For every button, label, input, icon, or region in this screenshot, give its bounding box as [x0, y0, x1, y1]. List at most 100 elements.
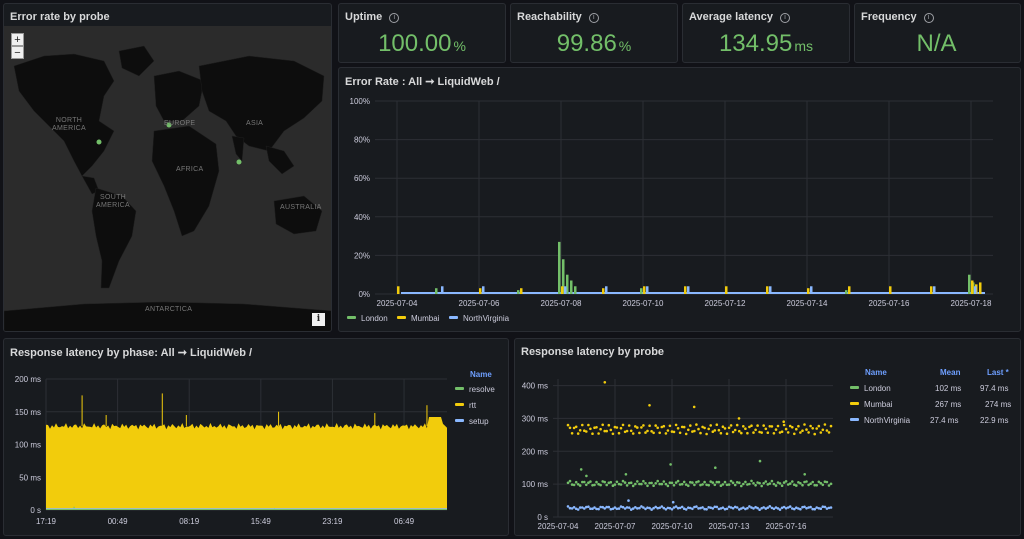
point-mumbai [576, 432, 580, 435]
legend-header-name[interactable]: Name [470, 370, 492, 379]
point-northvirginia [823, 505, 827, 509]
info-icon[interactable]: i [389, 13, 400, 23]
legend-row-mumbai[interactable]: Mumbai [850, 400, 892, 409]
legend-last-london: 97.4 ms [980, 384, 1009, 393]
point-mumbai [705, 432, 708, 436]
point-london [713, 483, 717, 487]
point-mumbai [636, 426, 639, 429]
legend-row-northvirginia[interactable]: NorthVirginia [850, 416, 910, 425]
legend-setup[interactable]: setup [455, 417, 489, 426]
bar-london [558, 241, 561, 294]
bar-mumbai [930, 286, 933, 294]
point-mumbai [805, 428, 808, 431]
point-mumbai [764, 427, 768, 431]
map-label-australia: AUSTRALIA [280, 204, 322, 211]
y-tick-label: 300 ms [522, 414, 548, 423]
point-mumbai [725, 432, 729, 435]
point-london [654, 482, 657, 485]
y-tick-label: 0% [358, 290, 370, 299]
legend-header-mean[interactable]: Mean [940, 368, 961, 377]
bar-london [570, 280, 573, 294]
point-mumbai [607, 423, 611, 427]
legend-header-name[interactable]: Name [865, 368, 887, 377]
point-northvirginia [752, 507, 755, 510]
legend-mumbai[interactable]: Mumbai [397, 314, 439, 323]
point-northvirginia [709, 506, 712, 509]
point-northvirginia [689, 506, 692, 510]
point-mumbai [603, 429, 606, 433]
point-northvirginia [717, 507, 721, 511]
point-london [656, 479, 659, 483]
point-london [629, 481, 633, 484]
point-northvirginia [668, 506, 672, 510]
y-tick-label: 200 ms [15, 375, 41, 384]
stat-title: Average latency [689, 11, 773, 23]
map-zoom-in-button[interactable]: + [11, 33, 24, 46]
point-northvirginia [652, 506, 655, 510]
point-london [707, 483, 710, 487]
point-northvirginia [623, 507, 627, 510]
legend-resolve[interactable]: resolve [455, 385, 495, 394]
point-northvirginia [711, 507, 715, 510]
latency-phase-chart[interactable]: 0 s 50 ms 100 ms 150 ms 200 ms 17:19 00:49 08:1… [4, 339, 509, 536]
point-mumbai [801, 429, 804, 432]
map-zoom-out-button[interactable]: − [11, 46, 24, 59]
point-northvirginia [589, 507, 592, 510]
point-london [668, 481, 672, 484]
point-london [752, 482, 755, 485]
point-london [829, 482, 833, 486]
point-london [823, 480, 827, 483]
legend-row-london[interactable]: London [850, 384, 891, 393]
point-mumbai [680, 425, 684, 429]
point-london [740, 484, 743, 488]
probe-marker-london[interactable] [166, 122, 172, 128]
legend-swatch [455, 419, 464, 422]
point-mumbai [703, 426, 706, 430]
info-icon[interactable]: i [779, 13, 790, 23]
point-london [678, 483, 682, 486]
point-london [744, 480, 747, 484]
x-tick-label: 23:19 [322, 517, 343, 526]
point-mumbai [589, 427, 592, 431]
outlier-mumbai [737, 417, 741, 420]
latency-phase-title: Response latency by phase: All ➞ LiquidW… [10, 347, 253, 359]
point-mumbai [738, 429, 741, 433]
info-icon[interactable]: i [923, 13, 934, 23]
latency-probe-chart[interactable]: 0 s 100 ms 200 ms 300 ms 400 ms 2025-07-04 202… [515, 339, 1021, 536]
info-icon[interactable]: i [588, 13, 599, 23]
stat-panel-frequency: Frequency i N/A [854, 3, 1021, 63]
legend-header-last[interactable]: Last * [987, 368, 1009, 377]
probe-marker-northvirginia[interactable] [96, 139, 102, 145]
point-mumbai [829, 424, 833, 428]
error-rate-chart[interactable]: 0% 20% 40% 60% 80% 100% 2025-07-04 2025-07-06 20… [339, 68, 1021, 332]
bar-mumbai [602, 288, 605, 294]
point-mumbai [731, 430, 735, 434]
stat-value: N/A [916, 30, 957, 57]
legend-london[interactable]: London [347, 314, 388, 323]
point-mumbai [752, 431, 755, 434]
point-london [611, 484, 615, 487]
point-london [597, 482, 600, 486]
point-mumbai [642, 424, 645, 427]
probe-marker-mumbai[interactable] [236, 159, 242, 165]
point-mumbai [819, 431, 823, 434]
point-mumbai [782, 423, 786, 427]
point-mumbai [760, 431, 763, 434]
point-london [803, 480, 806, 484]
point-mumbai [583, 429, 586, 432]
point-london [666, 484, 670, 488]
point-london [595, 480, 598, 484]
y-tick-label: 100 ms [522, 480, 548, 489]
legend-rtt[interactable]: rtt [455, 401, 476, 410]
legend-northvirginia[interactable]: NorthVirginia [449, 314, 509, 323]
point-northvirginia [680, 505, 684, 509]
world-map-svg [4, 45, 331, 331]
point-mumbai [723, 427, 727, 430]
world-map[interactable] [4, 26, 331, 331]
point-london [770, 479, 774, 483]
point-northvirginia [601, 505, 604, 509]
point-london [585, 483, 588, 487]
x-tick-label: 2025-07-16 [766, 522, 807, 531]
point-mumbai [656, 426, 659, 430]
map-info-icon[interactable]: i [312, 313, 325, 326]
